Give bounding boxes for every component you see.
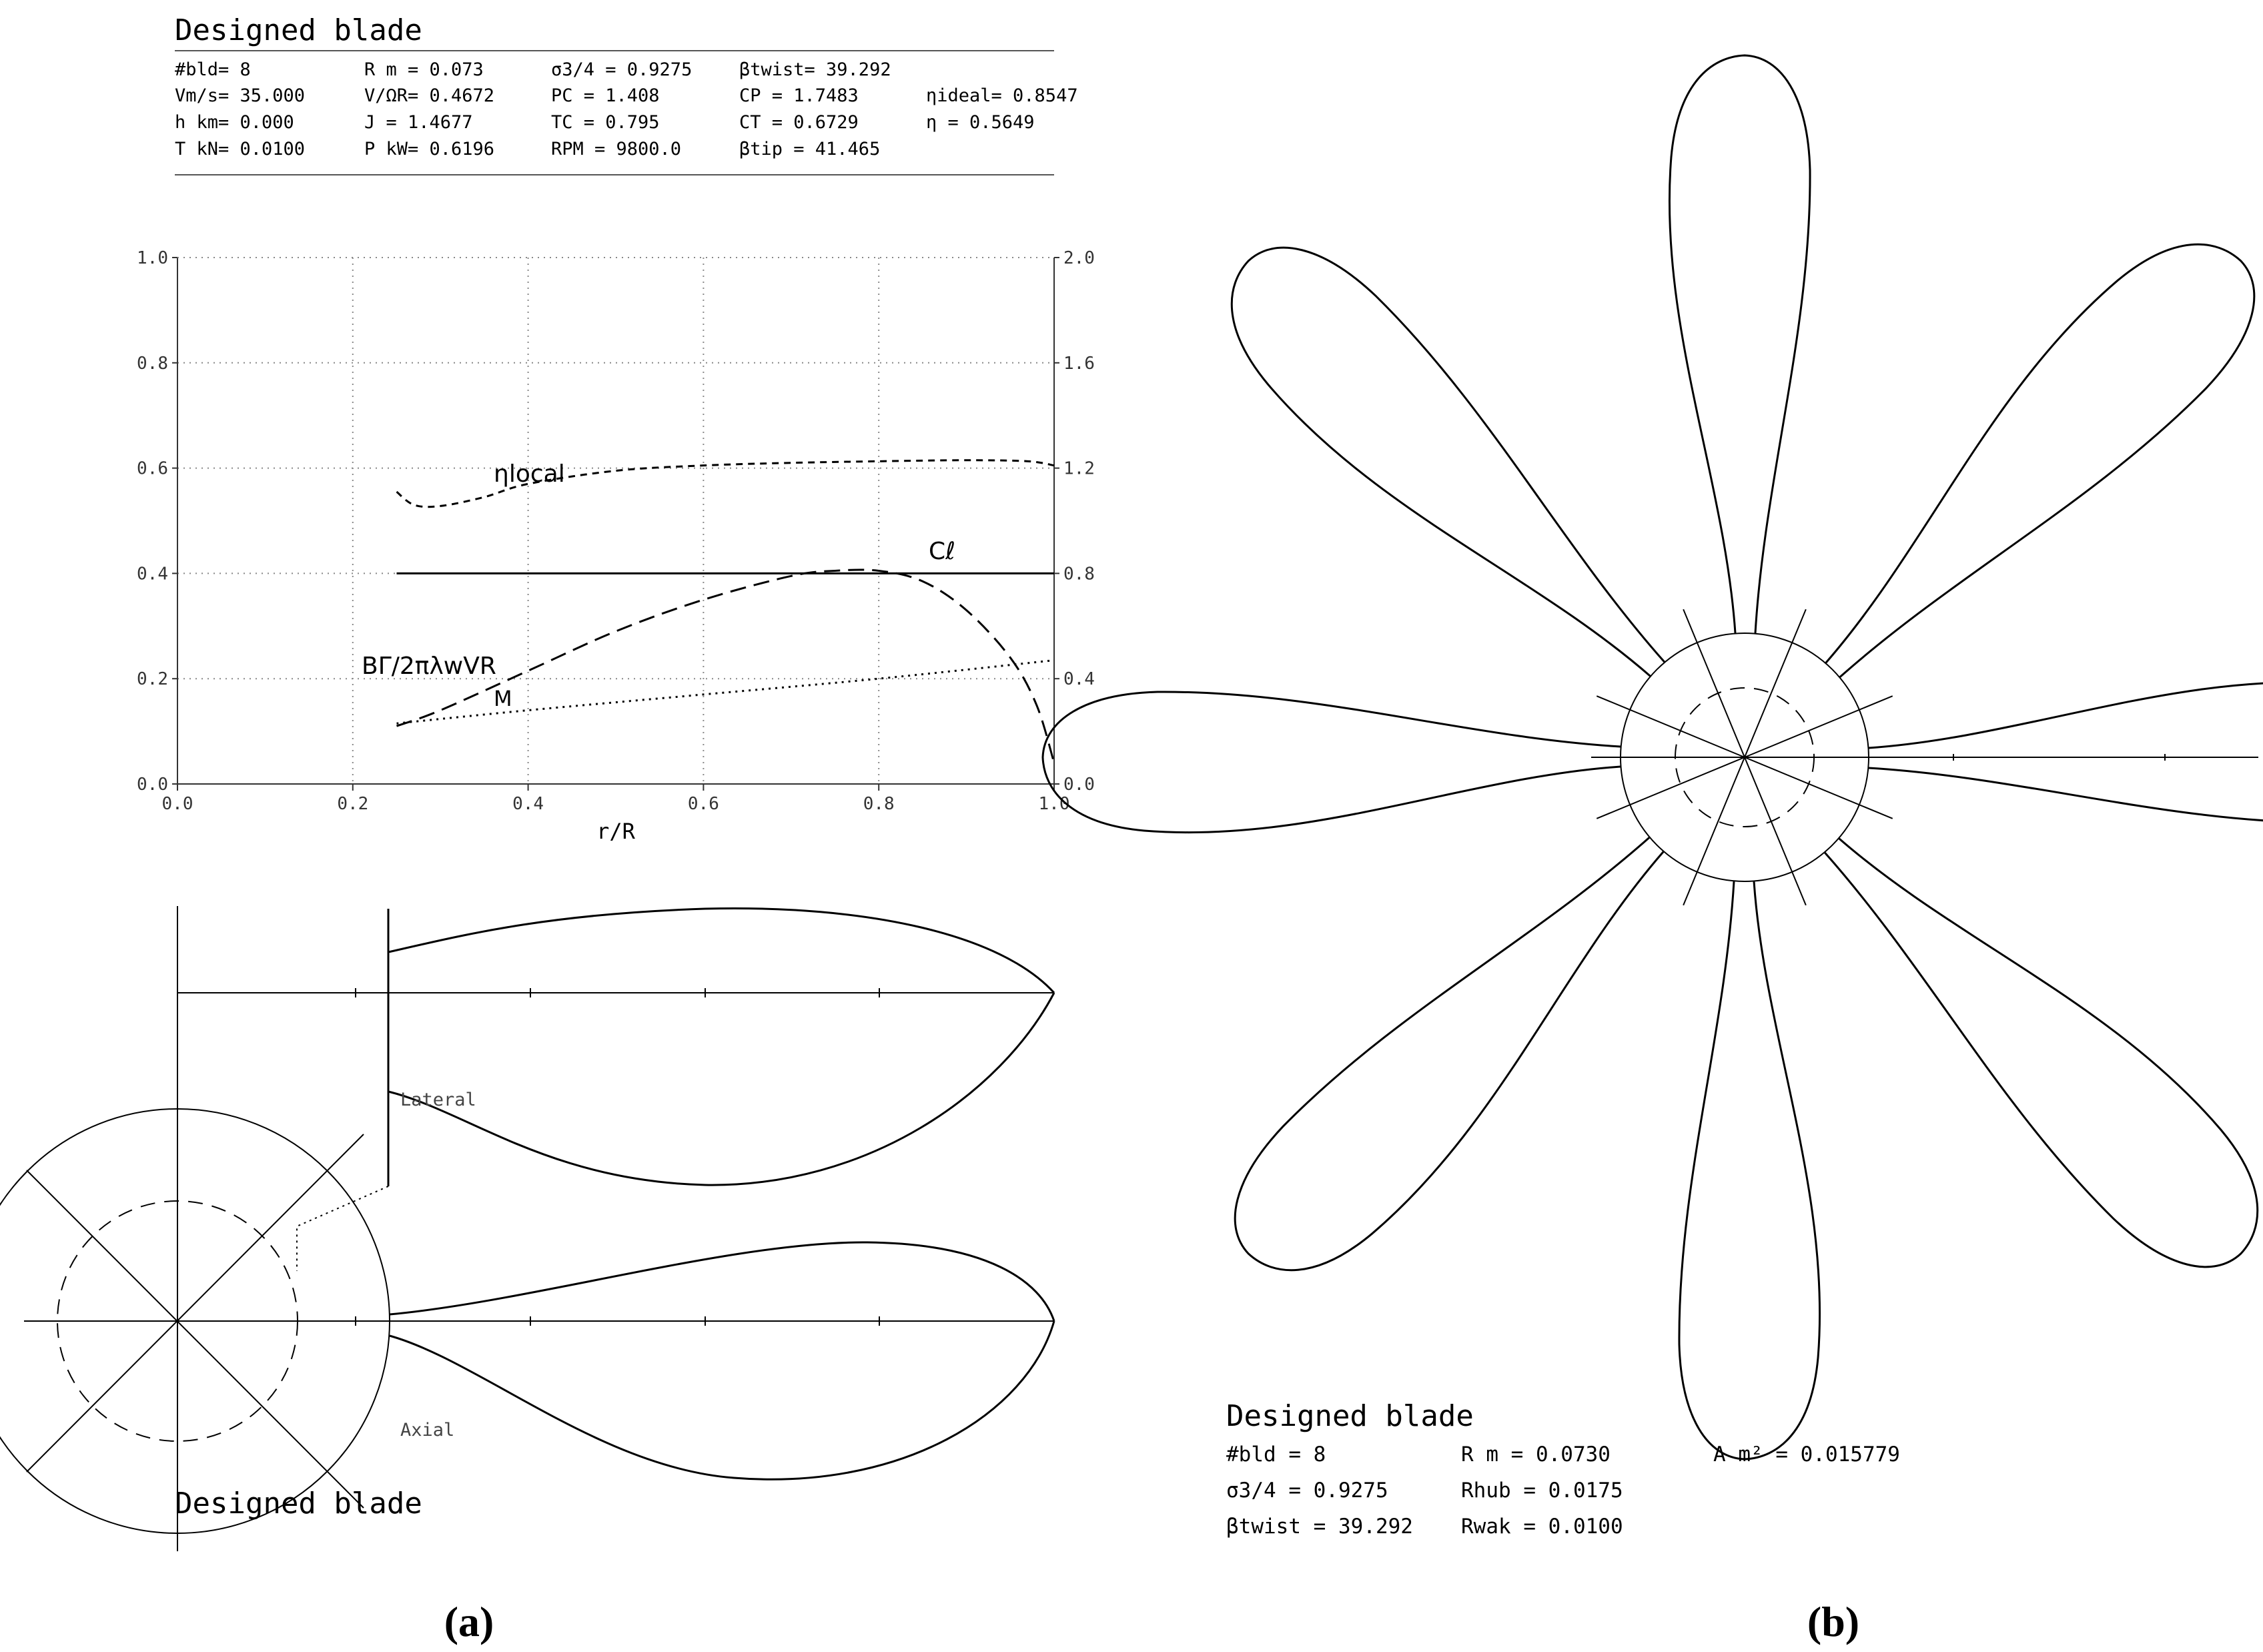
lateral-view: Lateral bbox=[177, 906, 1055, 1271]
panel-b-param: Rwak = 0.0100 bbox=[1461, 1515, 1623, 1539]
rotor-front-view bbox=[1041, 54, 2263, 1461]
rotor-radial-line bbox=[1596, 757, 1745, 819]
panel-b-param: A m² = 0.015779 bbox=[1713, 1442, 1900, 1467]
panel-a-param: TC = 0.795 bbox=[551, 112, 660, 133]
panel-b-param: βtwist = 39.292 bbox=[1226, 1515, 1413, 1539]
panel-a-header: Designed blade #bld= 8 R m = 0.073 σ3/4 = … bbox=[175, 13, 1078, 175]
x-axis-label: r/R bbox=[596, 819, 636, 844]
y-left-tick-label: 0.2 bbox=[137, 669, 168, 689]
panel-a-param: σ3/4 = 0.9275 bbox=[551, 59, 692, 80]
panel-a-param: ηideal= 0.8547 bbox=[926, 85, 1078, 106]
rotor-radial-line bbox=[1744, 757, 1807, 906]
y-right-tick-label: 0.0 bbox=[1063, 775, 1095, 795]
panel-a-param: h km= 0.000 bbox=[175, 112, 294, 133]
rotor-radial-line bbox=[1683, 608, 1745, 758]
rotor-blade bbox=[1668, 54, 1811, 634]
projection-dotted-link bbox=[296, 1186, 389, 1271]
y-left-tick-label: 0.8 bbox=[137, 354, 168, 374]
rotor-blade bbox=[1041, 691, 1621, 834]
axial-ticks bbox=[355, 1316, 880, 1326]
rotor-blade bbox=[1868, 682, 2263, 822]
y-right-tick-label: 1.2 bbox=[1063, 459, 1095, 479]
curve-label: M bbox=[494, 686, 512, 711]
curve-label: BΓ/2πλwVR bbox=[362, 653, 496, 680]
panel-b-param: R m = 0.0730 bbox=[1461, 1442, 1611, 1467]
panel-a-param: RPM = 9800.0 bbox=[551, 139, 681, 159]
caption-a: (a) bbox=[444, 1598, 494, 1645]
panel-b-param: σ3/4 = 0.9275 bbox=[1226, 1479, 1388, 1503]
x-tick-label: 0.0 bbox=[162, 794, 193, 814]
lateral-blade-upper bbox=[388, 907, 1055, 994]
panel-b-param: #bld = 8 bbox=[1226, 1442, 1326, 1467]
rotor-radial-line bbox=[1744, 608, 1807, 758]
y-left-tick-label: 1.0 bbox=[137, 248, 168, 268]
rotor-radial-line bbox=[1744, 757, 1893, 819]
panel-a-param: Vm/s= 35.000 bbox=[175, 85, 305, 106]
performance-chart: 0.0 0.2 0.4 0.6 0.8 1.00.00.20.40.60.81.00.00… bbox=[137, 248, 1095, 844]
x-tick-label: 0.2 bbox=[337, 794, 368, 814]
series-line bbox=[396, 659, 1055, 725]
curve-label: ηlocal bbox=[494, 460, 565, 488]
panel-a-param: η = 0.5649 bbox=[926, 112, 1035, 133]
lateral-blade-lower bbox=[388, 992, 1055, 1186]
panel-a-param: CT = 0.6729 bbox=[739, 112, 859, 133]
x-tick-label: 0.8 bbox=[863, 794, 895, 814]
rotor-blade bbox=[1230, 246, 1665, 677]
rotor-blade bbox=[1824, 837, 2259, 1268]
panel-a-param: CP = 1.7483 bbox=[739, 85, 859, 106]
panel-a-param: P kW= 0.6196 bbox=[364, 139, 494, 159]
axial-diagonal-2 bbox=[26, 1134, 364, 1473]
series-line bbox=[396, 568, 1055, 763]
panel-a-params: #bld= 8 R m = 0.073 σ3/4 = 0.9275 βtwist= 3… bbox=[175, 59, 1078, 159]
axial-blade-upper bbox=[389, 1241, 1055, 1322]
series-line bbox=[396, 459, 1055, 508]
panel-a-param: T kN= 0.0100 bbox=[175, 139, 305, 159]
panel-a-title: Designed blade bbox=[175, 13, 422, 47]
lateral-ticks bbox=[355, 988, 880, 997]
axial-blade-lower bbox=[389, 1320, 1055, 1481]
axial-view: Axial bbox=[0, 906, 1055, 1551]
panel-b-footer: Designed blade #bld = 8 R m = 0.0730 A m² … bbox=[1226, 1399, 1900, 1539]
rotor-blade bbox=[1825, 243, 2256, 678]
panel-a-bottom-title: Designed blade bbox=[175, 1487, 422, 1521]
panel-a-param: βtip = 41.465 bbox=[739, 139, 880, 159]
y-left-tick-label: 0.4 bbox=[137, 564, 168, 584]
y-right-tick-label: 1.6 bbox=[1063, 354, 1095, 374]
y-right-tick-label: 0.4 bbox=[1063, 669, 1095, 689]
x-tick-label: 0.6 bbox=[688, 794, 719, 814]
axial-diagonal-1 bbox=[26, 1170, 364, 1509]
panel-b-param: Rhub = 0.0175 bbox=[1461, 1479, 1623, 1503]
rotor-axis-ticks bbox=[1953, 754, 2166, 761]
panel-a-param: R m = 0.073 bbox=[364, 59, 484, 80]
x-tick-label: 0.4 bbox=[512, 794, 544, 814]
y-left-tick-label: 0.0 bbox=[137, 775, 168, 795]
rotor-radial-line bbox=[1683, 757, 1745, 906]
panel-b-params: #bld = 8 R m = 0.0730 A m² = 0.015779 σ3/4 … bbox=[1226, 1442, 1900, 1539]
panel-a-param: βtwist= 39.292 bbox=[739, 59, 891, 80]
rotor-radial-line bbox=[1744, 695, 1893, 758]
axial-label: Axial bbox=[400, 1420, 454, 1440]
rotor-blade bbox=[1234, 837, 1665, 1272]
y-right-tick-label: 0.8 bbox=[1063, 564, 1095, 584]
panel-a-param: #bld= 8 bbox=[175, 59, 251, 80]
caption-b: (b) bbox=[1807, 1598, 1859, 1645]
rotor-radial-line bbox=[1596, 695, 1745, 758]
curve-label: Cℓ bbox=[929, 538, 955, 565]
y-left-tick-label: 0.6 bbox=[137, 459, 168, 479]
panel-a-param: V/ΩR= 0.4672 bbox=[364, 85, 494, 106]
rotor-blades bbox=[1041, 54, 2263, 1461]
rotor-blade bbox=[1678, 881, 1821, 1461]
x-tick-label: 1.0 bbox=[1039, 794, 1070, 814]
lateral-label: Lateral bbox=[400, 1090, 476, 1110]
panel-b-title: Designed blade bbox=[1226, 1399, 1474, 1433]
panel-a-param: PC = 1.408 bbox=[551, 85, 660, 106]
y-right-tick-label: 2.0 bbox=[1063, 248, 1095, 268]
panel-a-param: J = 1.4677 bbox=[364, 112, 473, 133]
blade-views: Lateral Axial Designed blade bbox=[0, 906, 1055, 1551]
